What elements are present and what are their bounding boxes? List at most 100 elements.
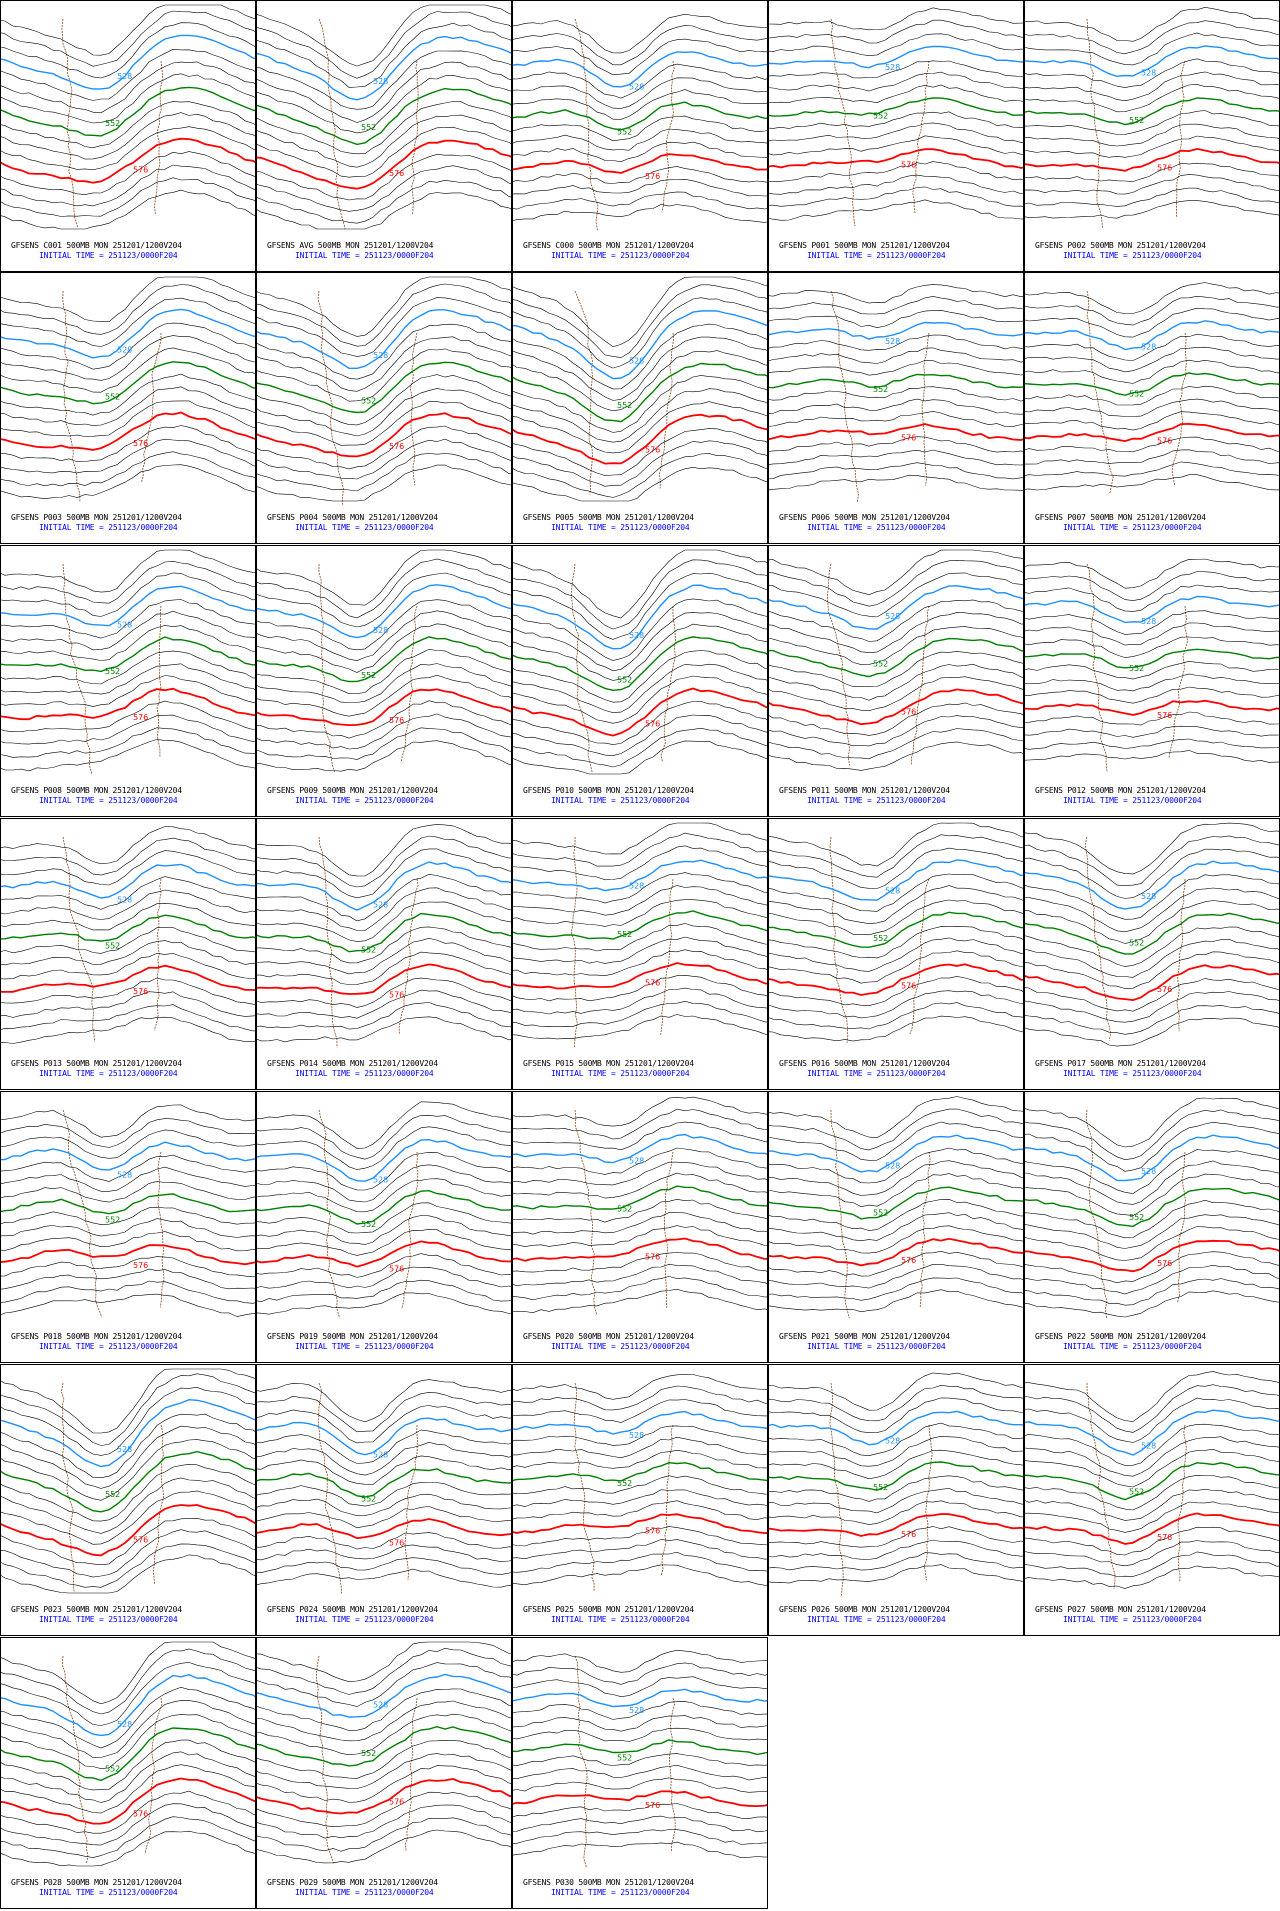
contour-line bbox=[1025, 123, 1279, 147]
contour-line bbox=[257, 558, 511, 619]
height-contour-map: 528 552 576 bbox=[769, 822, 1023, 1054]
contour-line bbox=[1, 1764, 255, 1814]
contour-line bbox=[1025, 1423, 1279, 1466]
contour-552 bbox=[513, 1461, 767, 1482]
panel-title: GFSENS P028 500MB MON 251201/1200V204 bbox=[11, 1878, 182, 1887]
contour-line bbox=[1, 189, 255, 230]
contour-line bbox=[1, 1463, 255, 1522]
contour-line bbox=[1025, 1278, 1279, 1306]
contour-label-red: 576 bbox=[645, 1527, 660, 1536]
contour-label-blue: 528 bbox=[629, 82, 644, 91]
contour-552 bbox=[513, 910, 767, 940]
coastline-2 bbox=[1171, 332, 1187, 485]
contour-line bbox=[513, 453, 767, 498]
contour-line bbox=[1025, 1371, 1279, 1422]
contour-552 bbox=[1, 636, 255, 673]
contour-line bbox=[1, 1413, 255, 1479]
contour-label-blue: 528 bbox=[117, 621, 132, 630]
contour-line bbox=[1, 650, 255, 685]
contour-line bbox=[769, 741, 1023, 771]
contour-line bbox=[257, 1791, 511, 1828]
contour-line bbox=[513, 675, 767, 724]
contour-line bbox=[1025, 686, 1279, 704]
contour-line bbox=[513, 1526, 767, 1547]
contour-line bbox=[769, 1488, 1023, 1514]
contour-line bbox=[1, 1004, 255, 1032]
contour-label-blue: 528 bbox=[373, 351, 388, 360]
contour-line bbox=[257, 1392, 511, 1433]
contour-line bbox=[513, 598, 767, 661]
contour-label-green: 552 bbox=[617, 1204, 632, 1213]
contour-line bbox=[513, 1161, 767, 1186]
contour-line bbox=[1025, 725, 1279, 738]
contour-line bbox=[1025, 978, 1279, 1012]
contour-line bbox=[1025, 461, 1279, 477]
panel-initial-time: INITIAL TIME = 251123/0000F204 bbox=[551, 1615, 690, 1624]
height-contour-map: 528 552 576 bbox=[513, 276, 767, 508]
contour-line bbox=[1, 1477, 255, 1534]
contour-line bbox=[1, 400, 255, 437]
contour-label-red: 576 bbox=[389, 990, 404, 999]
contour-576 bbox=[1025, 422, 1279, 443]
panel-initial-time: INITIAL TIME = 251123/0000F204 bbox=[295, 523, 434, 532]
coastline-2 bbox=[141, 333, 162, 483]
contour-line bbox=[1025, 1251, 1279, 1284]
contour-line bbox=[1025, 1160, 1279, 1205]
contour-line bbox=[1025, 571, 1279, 601]
contour-line bbox=[513, 1121, 767, 1151]
contour-line bbox=[1, 101, 255, 149]
contour-line bbox=[1025, 1565, 1279, 1589]
height-contour-map: 528 552 576 bbox=[1025, 1371, 1279, 1600]
contour-line bbox=[513, 1288, 767, 1314]
contour-line bbox=[1025, 385, 1279, 406]
coastline-2 bbox=[659, 332, 675, 489]
contour-line bbox=[1, 164, 255, 207]
contour-line bbox=[1, 1386, 255, 1456]
contour-552 bbox=[513, 636, 767, 692]
contour-line bbox=[1, 549, 255, 593]
contour-552 bbox=[769, 637, 1023, 678]
contour-line bbox=[769, 834, 1023, 878]
contour-line bbox=[257, 1405, 511, 1444]
contour-line bbox=[513, 1108, 767, 1140]
contour-line bbox=[257, 1544, 511, 1562]
panel-title: GFSENS P021 500MB MON 251201/1200V204 bbox=[779, 1332, 950, 1341]
panel-initial-time: INITIAL TIME = 251123/0000F204 bbox=[807, 251, 946, 260]
map-panel-p001: 528 552 576 GFSENS P001 500MB MON 251201/12… bbox=[768, 0, 1024, 272]
contour-label-red: 576 bbox=[133, 1535, 148, 1544]
contour-line bbox=[769, 1147, 1023, 1184]
contour-line bbox=[257, 1114, 511, 1160]
contour-line bbox=[769, 398, 1023, 415]
panel-initial-time: INITIAL TIME = 251123/0000F204 bbox=[807, 1342, 946, 1351]
contour-line bbox=[257, 1557, 511, 1575]
contour-label-blue: 528 bbox=[373, 1176, 388, 1185]
contour-line bbox=[1, 61, 255, 114]
contour-528 bbox=[513, 1133, 767, 1164]
coastline-1 bbox=[830, 1109, 850, 1319]
contour-528 bbox=[513, 1688, 767, 1708]
contour-line bbox=[513, 1276, 767, 1301]
contour-line bbox=[1025, 307, 1279, 338]
contour-line bbox=[1, 1154, 255, 1182]
contour-line bbox=[769, 71, 1023, 92]
contour-576 bbox=[1, 687, 255, 721]
contour-line bbox=[1025, 1109, 1279, 1161]
contour-line bbox=[257, 1765, 511, 1803]
contour-line bbox=[257, 937, 511, 975]
contour-line bbox=[1, 675, 255, 707]
contour-line bbox=[513, 191, 767, 210]
contour-line bbox=[1025, 1540, 1279, 1567]
coastline-2 bbox=[1176, 878, 1186, 1032]
contour-line bbox=[1, 599, 255, 639]
contour-line bbox=[257, 901, 511, 942]
contour-line bbox=[1025, 135, 1279, 158]
panel-title: GFSENS AVG 500MB MON 251201/1200V204 bbox=[267, 241, 434, 250]
coastline-1 bbox=[61, 1655, 89, 1864]
contour-line bbox=[1025, 20, 1279, 55]
coastline-2 bbox=[404, 1697, 418, 1852]
contour-528 bbox=[769, 45, 1023, 69]
contour-line bbox=[513, 1564, 767, 1586]
contour-label-red: 576 bbox=[645, 978, 660, 987]
contour-line bbox=[257, 835, 511, 888]
contour-552 bbox=[257, 87, 511, 146]
